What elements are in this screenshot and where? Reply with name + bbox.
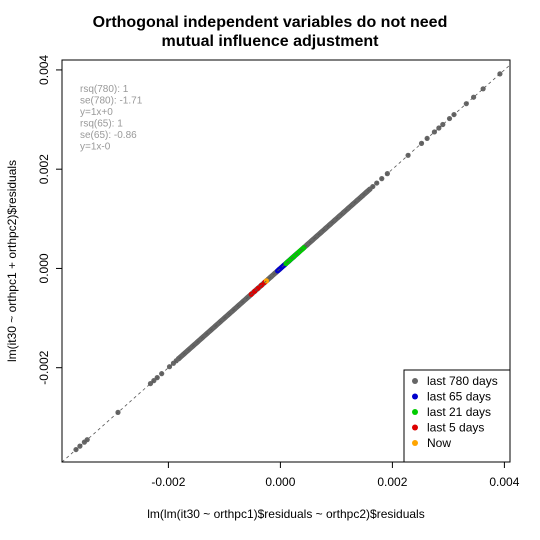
regression-stat-line: se(780): -1.71	[80, 96, 143, 107]
chart-title: Orthogonal independent variables do not …	[93, 14, 448, 50]
legend-marker	[412, 424, 418, 431]
regression-stat-line: y=1x+0	[80, 107, 113, 118]
regression-stats: rsq(780): 1se(780): -1.71y=1x+0rsq(65): …	[80, 84, 143, 153]
chart-title-line: Orthogonal independent variables do not …	[93, 14, 448, 31]
legend-marker	[412, 440, 418, 446]
regression-stat-line: rsq(780): 1	[80, 84, 129, 95]
y-tick-label: 0.004	[37, 55, 51, 85]
y-tick-label: 0.002	[37, 154, 51, 184]
x-tick-label: 0.002	[377, 475, 407, 489]
y-axis-label: lm(it30 ~ orthpc1 + orthpc2)$residuals	[5, 160, 19, 362]
chart-title-line: mutual influence adjustment	[162, 33, 380, 50]
x-tick-label: 0.000	[265, 475, 295, 489]
reference-line	[61, 64, 511, 463]
legend-label: last 780 days	[427, 374, 498, 388]
legend-label: last 21 days	[427, 405, 491, 419]
legend-marker	[412, 409, 418, 415]
y-axis: -0.002 0.000 0.002 0.004	[37, 55, 63, 385]
legend-label: last 65 days	[427, 390, 491, 404]
legend-box	[403, 369, 511, 463]
y-tick-label: -0.002	[37, 350, 51, 384]
regression-stat-line: y=1x-0	[80, 142, 111, 153]
x-axis: -0.002 0.000 0.002 0.004	[151, 461, 520, 489]
x-tick-label: 0.004	[489, 475, 519, 489]
x-tick-label: -0.002	[151, 475, 185, 489]
regression-stat-line: se(65): -0.86	[80, 130, 137, 141]
legend-marker	[412, 378, 418, 384]
legend-marker	[412, 393, 418, 400]
legend-label: Now	[427, 436, 451, 450]
y-tick-label: 0.000	[37, 253, 51, 283]
regression-stat-line: rsq(65): 1	[80, 119, 123, 130]
legend-label: last 5 days	[427, 421, 484, 435]
x-axis-label: lm(lm(it30 ~ orthpc1)$residuals ~ orthpc…	[147, 507, 424, 521]
